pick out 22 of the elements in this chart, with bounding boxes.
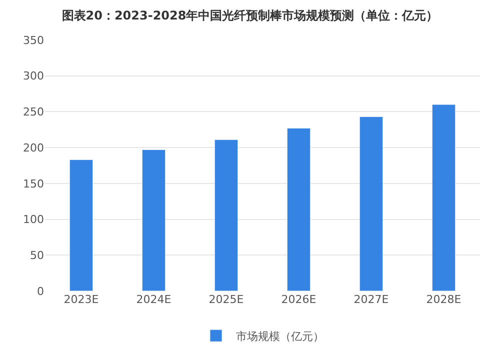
bar bbox=[432, 104, 456, 291]
bar bbox=[359, 116, 384, 291]
y-tick-label: 200 bbox=[23, 141, 44, 154]
bar bbox=[69, 160, 94, 291]
y-tick-label: 300 bbox=[23, 70, 44, 83]
bar bbox=[286, 128, 311, 291]
y-tick-label: 350 bbox=[23, 34, 44, 47]
legend-label: 市场规模（亿元） bbox=[236, 330, 324, 343]
bar bbox=[142, 149, 166, 291]
x-tick-label: 2025E bbox=[208, 293, 244, 306]
x-tick-label: 2027E bbox=[354, 293, 389, 306]
y-tick-label: 150 bbox=[23, 177, 44, 190]
x-tick-label: 2024E bbox=[136, 293, 172, 306]
chart-title: 图表20：2023-2028年中国光纤预制棒市场规模预测（单位：亿元） bbox=[62, 8, 438, 22]
y-tick-label: 0 bbox=[37, 284, 44, 298]
x-tick-label: 2026E bbox=[281, 293, 316, 306]
y-tick-label: 250 bbox=[23, 106, 44, 119]
bar bbox=[214, 139, 238, 291]
x-tick-label: 2023E bbox=[64, 293, 99, 306]
y-tick-label: 100 bbox=[23, 213, 44, 226]
x-tick-label: 2028E bbox=[426, 293, 462, 306]
y-tick-label: 50 bbox=[30, 248, 44, 262]
